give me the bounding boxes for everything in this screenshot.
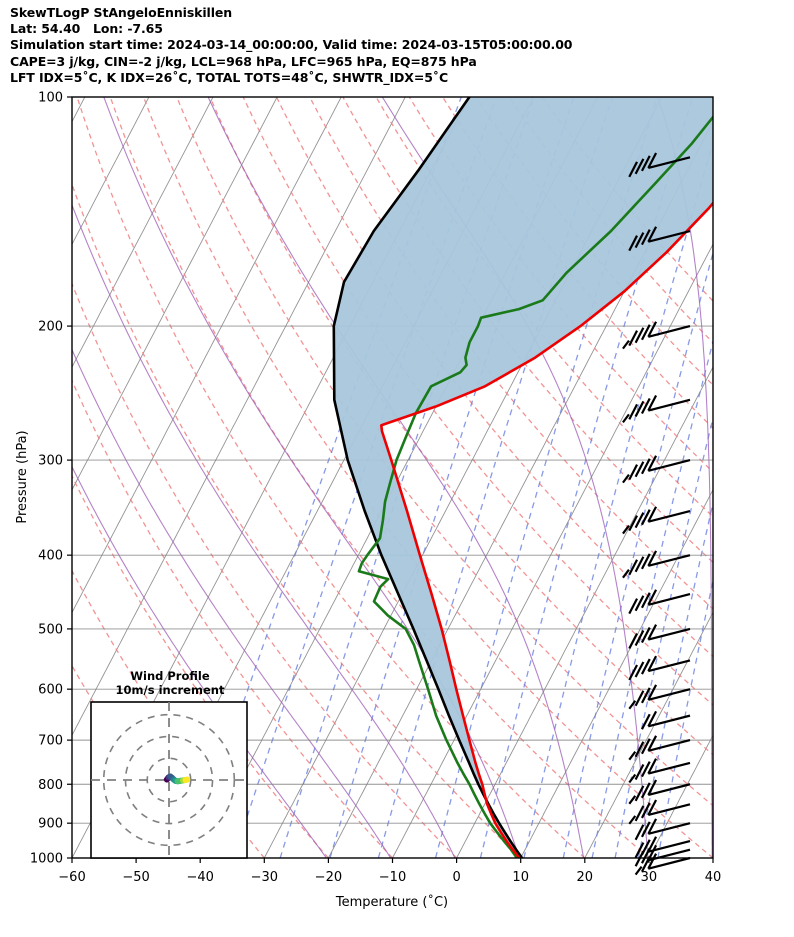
hodograph-ring xyxy=(102,713,236,847)
x-tick-label: 30 xyxy=(641,870,658,885)
hodograph-content xyxy=(91,702,247,858)
wind-barb xyxy=(622,506,691,535)
x-tick-label: 40 xyxy=(705,870,722,885)
wind-barb xyxy=(634,818,691,841)
cape-shaded-region xyxy=(333,97,713,858)
wind-barb xyxy=(622,395,691,424)
wind-barb xyxy=(628,799,691,825)
wind-barb xyxy=(628,624,691,649)
stability-indices-line-2: LFT IDX=5˚C, K IDX=26˚C, TOTAL TOTS=48˚C… xyxy=(10,69,449,85)
plot-title: SkewTLogP StAngeloEnniskillen xyxy=(10,5,233,20)
parcel-path-line xyxy=(380,201,713,858)
x-tick-label: −40 xyxy=(186,870,213,885)
wind-barb xyxy=(622,455,691,484)
y-tick-label: 900 xyxy=(38,817,63,832)
y-tick-label: 400 xyxy=(38,549,63,564)
wind-barb xyxy=(628,779,691,805)
wind-profile-inset: Wind Profile 10m/s increment xyxy=(90,669,248,859)
wind-profile-increment-label: 10m/s increment xyxy=(116,683,225,697)
wind-barb xyxy=(634,836,691,859)
temperature-profile-line xyxy=(332,97,524,858)
wind-barb xyxy=(628,758,691,784)
wind-barb xyxy=(628,735,691,761)
moist-adiabat-lines xyxy=(72,97,713,858)
y-axis-title: Pressure (hPa) xyxy=(15,430,30,523)
y-tick-label: 600 xyxy=(38,683,63,698)
stability-indices-line-1: CAPE=3 j/kg, CIN=-2 j/kg, LCL=968 hPa, L… xyxy=(10,53,477,69)
wind-barb xyxy=(640,710,691,730)
x-tick-label: 10 xyxy=(512,870,529,885)
dewpoint-profile-line xyxy=(357,114,713,858)
profile-lines xyxy=(332,97,713,858)
wind-barb xyxy=(628,589,691,615)
header-text-block: SkewTLogP StAngeloEnniskillen Lat: 54.40… xyxy=(10,5,770,86)
x-axis-title: Temperature (˚C) xyxy=(335,894,448,910)
x-tick-label: 0 xyxy=(452,870,460,885)
y-tick-label: 100 xyxy=(38,91,63,106)
x-tick-label: −30 xyxy=(251,870,278,885)
wind-barb xyxy=(628,226,691,252)
y-tick-label: 300 xyxy=(38,454,63,469)
y-tick-label: 500 xyxy=(38,622,63,637)
x-tick-label: −20 xyxy=(315,870,342,885)
simulation-time-line: Simulation start time: 2024-03-14_00:00:… xyxy=(10,37,573,53)
wind-barb xyxy=(628,684,691,710)
x-tick-label: −60 xyxy=(58,870,85,885)
y-tick-label: 800 xyxy=(38,778,63,793)
lat-lon-line: Lat: 54.40 Lon: -7.65 xyxy=(10,21,163,37)
y-axis-ticks: 100 200 300 400 500 600 700 800 900 1000 xyxy=(30,91,72,867)
x-axis-ticks: −60 −50 −40 −30 −20 −10 0 10 20 30 40 xyxy=(58,858,721,885)
wind-barb xyxy=(622,550,691,579)
x-tick-label: −10 xyxy=(379,870,406,885)
y-tick-label: 200 xyxy=(38,320,63,335)
x-tick-label: 20 xyxy=(577,870,594,885)
y-tick-label: 1000 xyxy=(30,852,63,867)
wind-barb-column xyxy=(622,152,691,876)
y-tick-label: 700 xyxy=(38,734,63,749)
x-tick-label: −50 xyxy=(122,870,149,885)
wind-barb xyxy=(628,152,691,178)
wind-barb xyxy=(628,655,691,681)
wind-profile-title: Wind Profile xyxy=(130,669,210,683)
wind-barb xyxy=(622,321,691,350)
